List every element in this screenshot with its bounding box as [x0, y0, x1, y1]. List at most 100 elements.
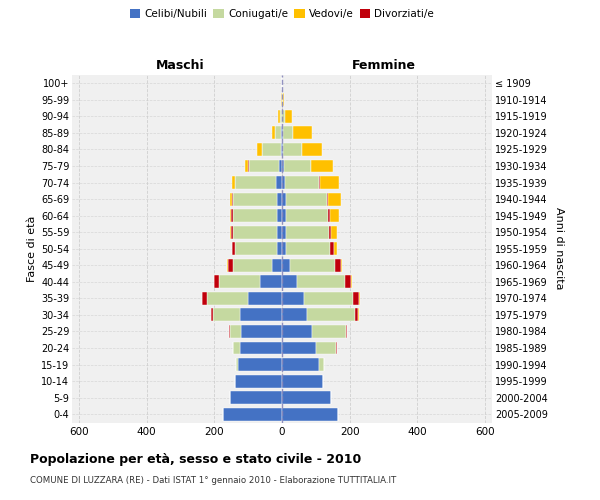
Bar: [283, 94, 284, 106]
Bar: [282, 192, 286, 205]
Bar: [281, 126, 282, 140]
Bar: [230, 226, 231, 238]
Bar: [233, 192, 277, 205]
Bar: [245, 160, 248, 172]
Bar: [302, 143, 322, 156]
Bar: [272, 126, 275, 140]
Bar: [277, 242, 282, 255]
Bar: [290, 259, 335, 272]
Bar: [329, 226, 331, 238]
Bar: [283, 126, 293, 140]
Bar: [297, 276, 344, 288]
Bar: [223, 408, 282, 420]
Bar: [208, 292, 248, 305]
Text: Popolazione per età, sesso e stato civile - 2010: Popolazione per età, sesso e stato civil…: [30, 452, 361, 466]
Bar: [311, 160, 334, 172]
Bar: [316, 342, 336, 354]
Bar: [319, 176, 320, 189]
Bar: [355, 308, 358, 322]
Bar: [320, 176, 338, 189]
Bar: [236, 358, 238, 371]
Bar: [230, 192, 232, 205]
Bar: [327, 192, 328, 205]
Bar: [293, 126, 312, 140]
Bar: [235, 242, 277, 255]
Bar: [304, 292, 353, 305]
Bar: [229, 209, 231, 222]
Bar: [282, 325, 313, 338]
Text: Femmine: Femmine: [352, 58, 416, 71]
Bar: [282, 342, 316, 354]
Bar: [276, 176, 282, 189]
Legend: Celibi/Nubili, Coniugati/e, Vedovi/e, Divorziati/e: Celibi/Nubili, Coniugati/e, Vedovi/e, Di…: [125, 5, 439, 24]
Bar: [279, 160, 282, 172]
Bar: [232, 192, 233, 205]
Bar: [359, 292, 360, 305]
Bar: [282, 276, 297, 288]
Bar: [228, 259, 233, 272]
Bar: [282, 176, 286, 189]
Bar: [282, 259, 290, 272]
Bar: [344, 276, 352, 288]
Bar: [282, 126, 283, 140]
Bar: [283, 143, 302, 156]
Bar: [313, 325, 346, 338]
Bar: [353, 292, 359, 305]
Bar: [286, 176, 319, 189]
Bar: [241, 325, 282, 338]
Bar: [346, 325, 347, 338]
Bar: [286, 192, 327, 205]
Bar: [220, 276, 260, 288]
Bar: [239, 308, 282, 322]
Bar: [277, 209, 282, 222]
Bar: [286, 209, 328, 222]
Bar: [286, 226, 329, 238]
Bar: [331, 242, 334, 255]
Bar: [277, 192, 282, 205]
Bar: [211, 308, 212, 322]
Bar: [214, 276, 220, 288]
Bar: [233, 226, 277, 238]
Bar: [232, 176, 235, 189]
Bar: [262, 143, 281, 156]
Bar: [330, 209, 338, 222]
Bar: [212, 308, 239, 322]
Bar: [248, 160, 249, 172]
Bar: [328, 209, 330, 222]
Y-axis label: Fasce di età: Fasce di età: [26, 216, 37, 282]
Bar: [277, 226, 282, 238]
Bar: [334, 242, 337, 255]
Bar: [231, 209, 233, 222]
Bar: [282, 308, 307, 322]
Bar: [232, 242, 235, 255]
Bar: [239, 342, 282, 354]
Bar: [248, 292, 282, 305]
Bar: [272, 259, 282, 272]
Bar: [328, 192, 341, 205]
Bar: [281, 143, 282, 156]
Bar: [233, 259, 272, 272]
Bar: [229, 391, 282, 404]
Bar: [235, 374, 282, 388]
Bar: [233, 342, 239, 354]
Bar: [286, 242, 331, 255]
Bar: [335, 259, 341, 272]
Bar: [331, 226, 337, 238]
Bar: [319, 358, 325, 371]
Bar: [285, 110, 292, 123]
Bar: [282, 209, 286, 222]
Bar: [280, 110, 281, 123]
Bar: [307, 308, 355, 322]
Bar: [284, 160, 311, 172]
Bar: [275, 126, 281, 140]
Bar: [282, 408, 338, 420]
Bar: [235, 176, 276, 189]
Text: COMUNE DI LUZZARA (RE) - Dati ISTAT 1° gennaio 2010 - Elaborazione TUTTITALIA.IT: COMUNE DI LUZZARA (RE) - Dati ISTAT 1° g…: [30, 476, 396, 485]
Bar: [231, 226, 233, 238]
Bar: [230, 325, 241, 338]
Bar: [260, 276, 282, 288]
Bar: [282, 292, 304, 305]
Bar: [282, 358, 319, 371]
Bar: [282, 226, 286, 238]
Bar: [202, 292, 208, 305]
